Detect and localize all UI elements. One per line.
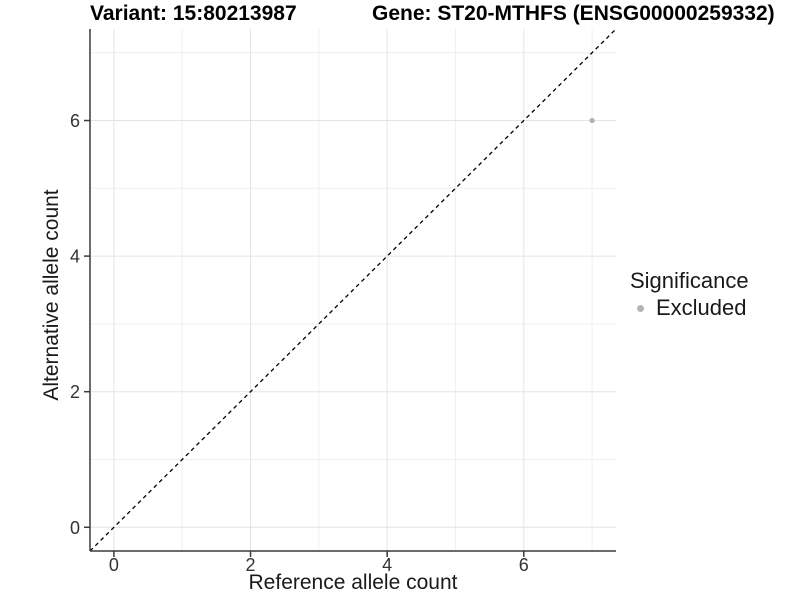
legend-key <box>630 295 656 321</box>
plot-title-gene: Gene: ST20-MTHFS (ENSG00000259332) <box>372 2 775 25</box>
x-tick-label: 6 <box>519 555 529 575</box>
y-tick-label: 4 <box>70 247 80 267</box>
legend-item-label: Excluded <box>656 295 747 320</box>
excluded-point-icon <box>637 304 644 312</box>
y-tick-label: 0 <box>70 518 80 538</box>
legend-title: Significance <box>630 268 749 293</box>
x-tick-label: 2 <box>246 555 256 575</box>
legend: Significance Excluded <box>630 269 749 321</box>
data-point <box>589 117 595 124</box>
x-axis-label: Reference allele count <box>248 571 458 594</box>
y-axis-label: Alternative allele count <box>40 189 63 401</box>
x-tick-label: 0 <box>109 555 119 575</box>
y-tick-label: 6 <box>70 111 80 131</box>
legend-item-excluded: Excluded <box>630 295 749 321</box>
y-tick-label: 2 <box>70 382 80 402</box>
plot-title-variant: Variant: 15:80213987 <box>90 2 297 25</box>
identity-line <box>89 28 617 552</box>
x-tick-label: 4 <box>382 555 392 575</box>
